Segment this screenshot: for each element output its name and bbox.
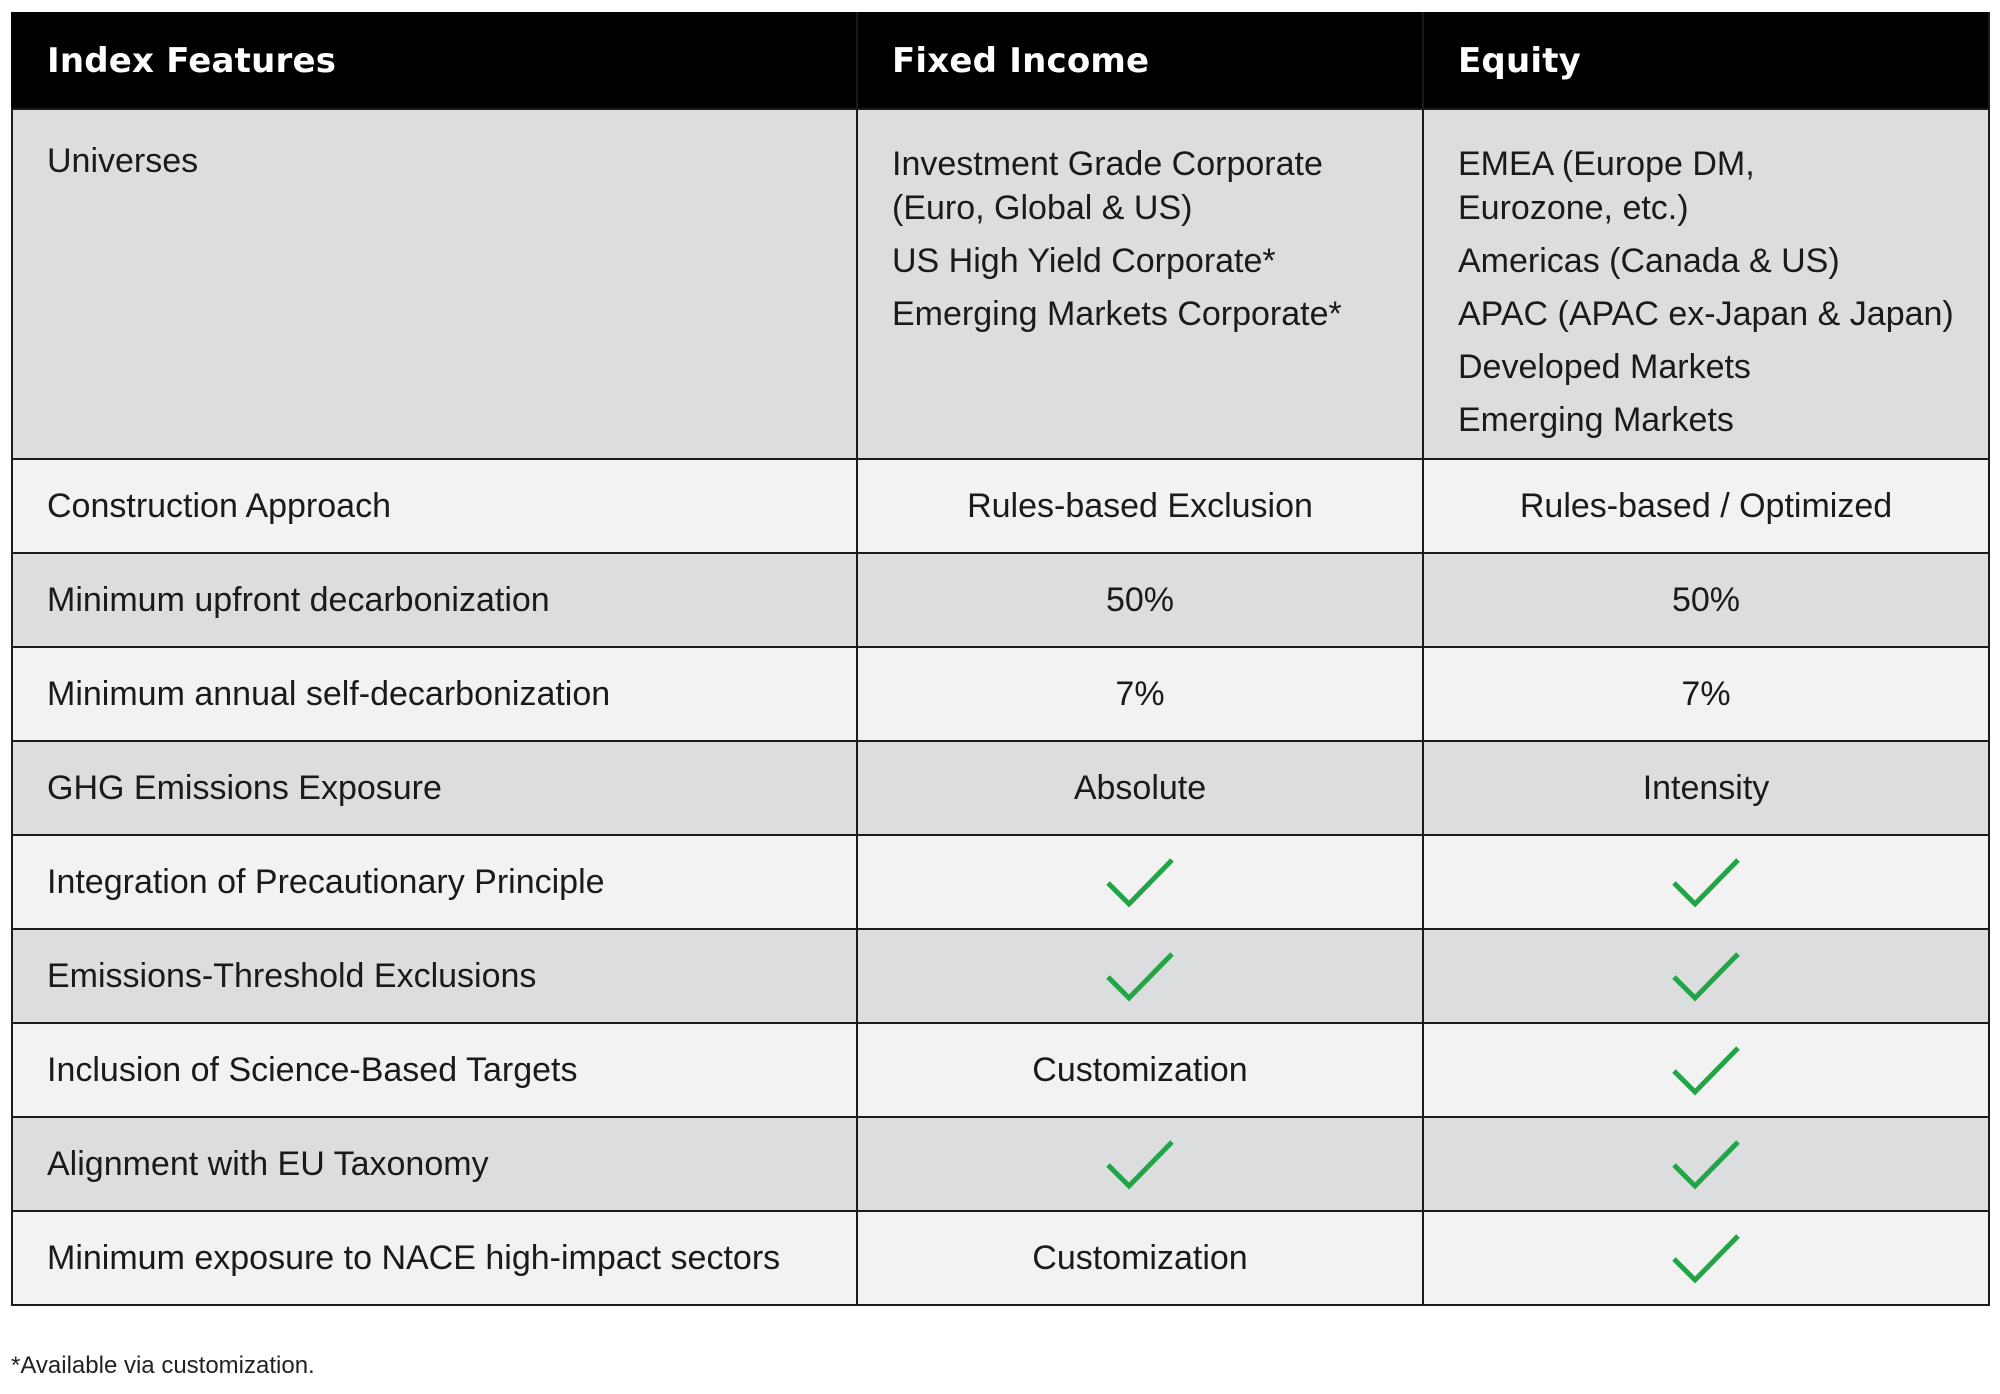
checkmark-icon <box>1671 855 1741 909</box>
fixed-income-universes: Investment Grade Corporate (Euro, Global … <box>856 108 1424 460</box>
table-row: Inclusion of Science-Based Targets Custom… <box>11 1022 1990 1118</box>
table-row: Construction Approach Rules-based Exclusi… <box>11 458 1990 554</box>
checkmark-icon <box>1105 855 1175 909</box>
universe-text: US High Yield Corporate* <box>892 242 1276 280</box>
checkmark-icon <box>1671 949 1741 1003</box>
equity-universe-item: Developed Markets <box>1458 345 1988 389</box>
equity-universes: EMEA (Europe DM, Eurozone, etc.) Americas … <box>1422 108 1990 460</box>
fixed_income-universe-item: US High Yield Corporate* <box>892 239 1422 283</box>
equity-cell <box>1422 928 1990 1024</box>
fixed-income-cell <box>856 928 1424 1024</box>
equity-cell <box>1422 1022 1990 1118</box>
universe-text: EMEA (Europe DM, <box>1458 145 1755 183</box>
fixed_income-universe-item: Emerging Markets Corporate* <box>892 292 1422 336</box>
index-features-table: Index Features Fixed Income Equity Unive… <box>11 12 1990 1306</box>
equity-universe-item: EMEA (Europe DM, Eurozone, etc.) <box>1458 142 1988 230</box>
equity-universe-item: Americas (Canada & US) <box>1458 239 1988 283</box>
table-row: Minimum upfront decarbonization 50% 50% <box>11 552 1990 648</box>
table-header-row: Index Features Fixed Income Equity <box>11 12 1990 110</box>
table-row: Integration of Precautionary Principle <box>11 834 1990 930</box>
header-equity: Equity <box>1422 12 1990 110</box>
universe-text: Americas (Canada & US) <box>1458 242 1840 280</box>
table-row: GHG Emissions Exposure Absolute Intensity <box>11 740 1990 836</box>
checkmark-icon <box>1105 949 1175 1003</box>
universe-text: Eurozone, etc.) <box>1458 189 1689 227</box>
universe-text: (Euro, Global & US) <box>892 189 1193 227</box>
row-label: GHG Emissions Exposure <box>11 740 858 836</box>
fixed-income-cell: 50% <box>856 552 1424 648</box>
equity-cell: 7% <box>1422 646 1990 742</box>
footnote: *Available via customization. <box>11 1352 315 1379</box>
equity-cell: 50% <box>1422 552 1990 648</box>
row-label: Emissions-Threshold Exclusions <box>11 928 858 1024</box>
table-row: Minimum exposure to NACE high-impact sec… <box>11 1210 1990 1306</box>
table-row: Minimum annual self-decarbonization 7% 7% <box>11 646 1990 742</box>
universe-text: Emerging Markets Corporate* <box>892 295 1342 333</box>
table-row: Emissions-Threshold Exclusions <box>11 928 1990 1024</box>
checkmark-icon <box>1105 1137 1175 1191</box>
universe-text: Developed Markets <box>1458 348 1751 386</box>
fixed-income-cell <box>856 834 1424 930</box>
row-label: Universes <box>11 108 858 460</box>
row-label: Minimum upfront decarbonization <box>11 552 858 648</box>
equity-cell <box>1422 834 1990 930</box>
row-label: Minimum exposure to NACE high-impact sec… <box>11 1210 858 1306</box>
table-row: Alignment with EU Taxonomy <box>11 1116 1990 1212</box>
equity-universe-item: Emerging Markets <box>1458 398 1988 442</box>
equity-cell <box>1422 1210 1990 1306</box>
fixed_income-universe-item: Investment Grade Corporate (Euro, Global … <box>892 142 1422 230</box>
fixed-income-cell: Customization <box>856 1022 1424 1118</box>
equity-cell <box>1422 1116 1990 1212</box>
universe-text: Investment Grade Corporate <box>892 145 1323 183</box>
equity-universe-item: APAC (APAC ex-Japan & Japan) <box>1458 292 1988 336</box>
fixed-income-cell: Absolute <box>856 740 1424 836</box>
checkmark-icon <box>1671 1231 1741 1285</box>
header-fixed-income: Fixed Income <box>856 12 1424 110</box>
equity-cell: Intensity <box>1422 740 1990 836</box>
table-row-universes: Universes Investment Grade Corporate (Eur… <box>11 108 1990 460</box>
fixed-income-cell: Customization <box>856 1210 1424 1306</box>
row-label: Integration of Precautionary Principle <box>11 834 858 930</box>
fixed-income-cell <box>856 1116 1424 1212</box>
fixed-income-cell: Rules-based Exclusion <box>856 458 1424 554</box>
universe-text: APAC (APAC ex-Japan & Japan) <box>1458 295 1954 333</box>
header-index-features: Index Features <box>11 12 858 110</box>
row-label: Minimum annual self-decarbonization <box>11 646 858 742</box>
checkmark-icon <box>1671 1137 1741 1191</box>
universe-text: Emerging Markets <box>1458 401 1734 439</box>
fixed-income-cell: 7% <box>856 646 1424 742</box>
equity-cell: Rules-based / Optimized <box>1422 458 1990 554</box>
row-label: Alignment with EU Taxonomy <box>11 1116 858 1212</box>
checkmark-icon <box>1671 1043 1741 1097</box>
row-label: Construction Approach <box>11 458 858 554</box>
row-label: Inclusion of Science-Based Targets <box>11 1022 858 1118</box>
